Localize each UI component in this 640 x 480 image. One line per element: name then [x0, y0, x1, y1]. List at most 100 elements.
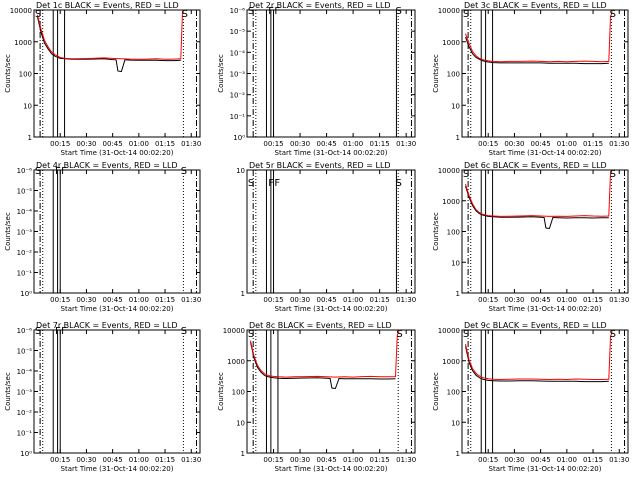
y-tick-label: 10⁻⁶	[17, 327, 33, 335]
x-tick-label: 00:15	[263, 456, 283, 464]
panel-det-2r: Det 2r BLACK = Events, RED = LLD 10⁰ 10⁻¹ 1…	[217, 1, 416, 157]
panel-det-5r: Det 5r BLACK = Events, RED = LLD 1 10 00:15…	[236, 161, 416, 313]
x-tick-label: 00:15	[478, 140, 498, 148]
y-tick-label: 100	[447, 389, 460, 397]
lld-series-line	[465, 11, 613, 63]
plot-frame	[461, 169, 629, 294]
x-axis-label: Start Time (31-Oct-14 00:02:20)	[61, 305, 174, 313]
y-tick-label: 1	[241, 290, 245, 298]
y-tick-label: 1	[456, 134, 460, 142]
event-marker: S	[463, 329, 469, 340]
y-tick-label: 10⁻²	[17, 409, 33, 417]
y-tick-label: 1000	[227, 358, 245, 366]
event-marker: S	[35, 166, 41, 177]
plot-frame	[33, 169, 201, 294]
panel-det-4r: Det 4r BLACK = Events, RED = LLD 10⁰ 10⁻¹ 1…	[4, 161, 201, 313]
panel-title: Det 5r BLACK = Events, RED = LLD	[249, 161, 391, 170]
y-tick-label: 10⁻⁵	[17, 188, 33, 196]
event-marker: S	[396, 178, 402, 189]
x-tick-label: 01:30	[396, 296, 416, 304]
events-series-line	[250, 342, 396, 390]
x-tick-label: 00:15	[50, 296, 70, 304]
y-tick-label: 10⁻²	[230, 92, 246, 100]
y-tick-label: 10⁻³	[17, 229, 33, 237]
y-tick-label: 10⁰	[20, 290, 32, 298]
x-tick-label: 01:15	[155, 456, 175, 464]
y-tick-label: 10000	[438, 167, 460, 175]
event-marker: F	[268, 6, 274, 17]
event-marker: F	[55, 326, 61, 337]
x-tick-label: 00:30	[504, 140, 524, 148]
events-series-line	[465, 345, 609, 383]
y-tick-label: 1000	[442, 39, 460, 47]
event-marker: S	[610, 9, 616, 20]
x-tick-label: 01:30	[396, 140, 416, 148]
events-series-line	[465, 36, 609, 65]
event-marker: F	[274, 178, 280, 189]
event-marker: S	[396, 6, 402, 17]
x-tick-label: 00:15	[478, 456, 498, 464]
x-tick-label: 00:30	[290, 140, 310, 148]
y-tick-label: 10⁻²	[17, 249, 33, 257]
x-axis-label: Start Time (31-Oct-14 00:02:20)	[61, 149, 174, 157]
x-tick-label: 01:15	[370, 456, 390, 464]
events-series-line	[37, 16, 181, 73]
x-tick-label: 00:15	[478, 296, 498, 304]
y-tick-label: 10000	[438, 327, 460, 335]
x-tick-label: 01:15	[583, 296, 603, 304]
lld-series-line	[465, 331, 613, 381]
y-tick-label: 10000	[223, 327, 245, 335]
x-tick-label: 01:30	[396, 456, 416, 464]
event-marker: S	[463, 169, 469, 180]
y-tick-label: 1000	[14, 39, 32, 47]
event-marker: S	[248, 178, 254, 189]
y-axis-label: Counts/sec	[4, 212, 12, 251]
event-marker: S	[35, 326, 41, 337]
y-tick-label: 10⁻⁴	[17, 208, 33, 216]
y-tick-label: 100	[447, 229, 460, 237]
panel-det-1c: Det 1c BLACK = Events, RED = LLD 1 10 100 10…	[4, 1, 201, 157]
y-tick-label: 10⁻⁵	[17, 348, 33, 356]
x-tick-label: 00:15	[263, 296, 283, 304]
panel-title: Det 7r BLACK = Events, RED = LLD	[36, 321, 178, 330]
x-tick-label: 00:30	[76, 456, 96, 464]
y-tick-label: 1	[241, 450, 245, 458]
y-tick-label: 10	[236, 419, 245, 427]
x-tick-label: 01:15	[370, 140, 390, 148]
y-axis-label: Counts/sec	[432, 212, 440, 251]
x-tick-label: 00:15	[50, 456, 70, 464]
plot-frame	[33, 329, 201, 454]
event-marker: S	[181, 326, 187, 337]
x-axis-label: Start Time (31-Oct-14 00:02:20)	[489, 305, 602, 313]
event-marker: S	[248, 329, 254, 340]
y-tick-label: 10	[236, 167, 245, 175]
x-tick-label: 00:30	[76, 140, 96, 148]
x-tick-label: 01:30	[609, 456, 629, 464]
y-tick-label: 1	[28, 134, 32, 142]
x-tick-label: 01:00	[129, 140, 149, 148]
y-tick-label: 100	[232, 389, 245, 397]
y-tick-label: 10000	[438, 7, 460, 15]
y-tick-label: 1	[456, 450, 460, 458]
y-tick-label: 10⁻⁶	[17, 167, 33, 175]
y-tick-label: 10⁻³	[230, 71, 246, 79]
x-tick-label: 00:45	[316, 296, 336, 304]
panel-det-3c: Det 3c BLACK = Events, RED = LLD 1 10 100 10…	[432, 1, 629, 157]
x-tick-label: 00:30	[504, 456, 524, 464]
plot-frame	[33, 9, 201, 138]
plot-frame	[246, 9, 416, 138]
x-tick-label: 00:45	[103, 140, 123, 148]
event-marker: F	[268, 178, 274, 189]
event-marker: S	[610, 329, 616, 340]
x-tick-label: 01:00	[557, 456, 577, 464]
y-axis-label: Counts/sec	[4, 54, 12, 93]
event-marker: S	[463, 9, 469, 20]
x-tick-label: 01:00	[343, 296, 363, 304]
y-tick-label: 10000	[10, 7, 32, 15]
x-tick-label: 00:15	[50, 140, 70, 148]
plot-frame	[461, 9, 629, 138]
y-tick-label: 10	[451, 419, 460, 427]
panel-title: Det 2r BLACK = Events, RED = LLD	[249, 1, 391, 10]
x-tick-label: 00:30	[504, 296, 524, 304]
